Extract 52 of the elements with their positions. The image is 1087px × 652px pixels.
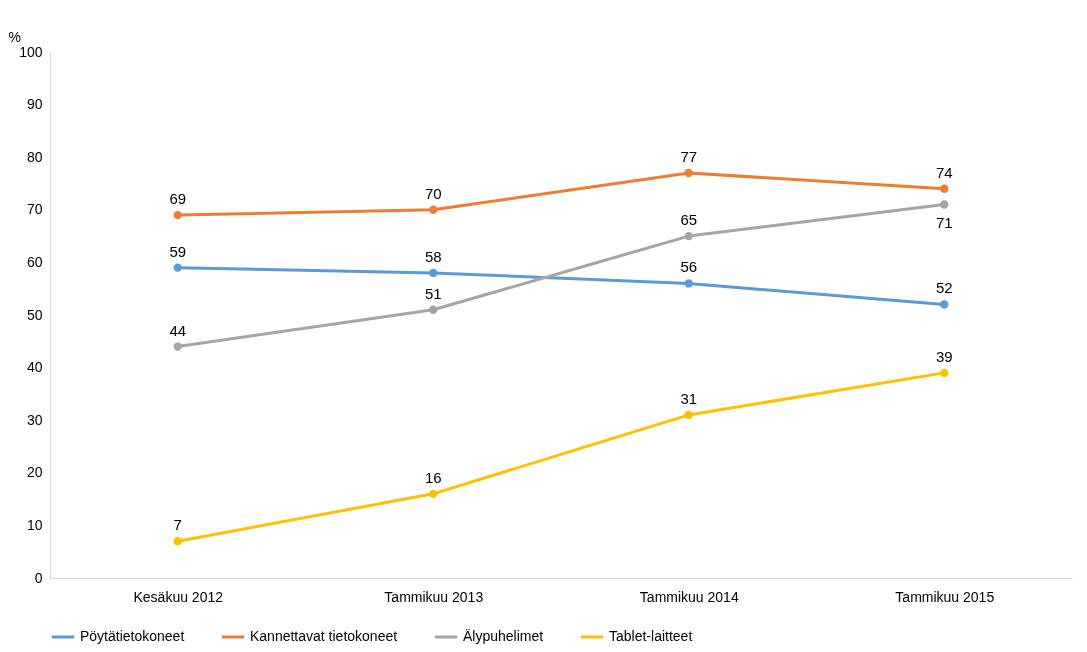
point (173, 342, 182, 351)
point (173, 263, 182, 272)
point (429, 205, 438, 214)
data-label: 44 (169, 321, 187, 339)
y-tick-label: 10 (26, 516, 43, 533)
point (173, 210, 182, 220)
y-tick-label: 30 (26, 411, 43, 428)
data-label: 39 (935, 347, 953, 365)
y-tick-label: 60 (26, 253, 43, 270)
point (684, 231, 693, 241)
point (940, 184, 949, 193)
data-label: 74 (935, 163, 953, 181)
x-tick-label: Tammikuu 2013 (384, 588, 484, 605)
legend-label: Pöytätietokoneet (80, 628, 185, 644)
point (684, 168, 693, 178)
data-label: 56 (680, 258, 698, 276)
point (940, 200, 949, 209)
legend-label: Älypuhelimet (463, 628, 544, 644)
data-label: 7 (173, 516, 182, 534)
point (173, 537, 182, 546)
point (429, 489, 438, 499)
point (684, 410, 693, 420)
point (429, 305, 438, 314)
data-label: 65 (680, 211, 698, 229)
data-label: 16 (424, 468, 442, 486)
y-tick-label: 80 (26, 148, 43, 165)
data-label: 59 (169, 242, 187, 260)
y-tick-label: 100 (19, 43, 43, 60)
y-axis-title: % (8, 28, 21, 45)
y-tick-label: 90 (26, 96, 43, 113)
x-tick-label: Tammikuu 2014 (639, 588, 739, 605)
y-tick-label: 0 (34, 569, 43, 586)
y-tick-label: 50 (26, 306, 43, 323)
point (940, 368, 949, 378)
data-label: 58 (424, 247, 442, 265)
y-tick-label: 20 (26, 464, 43, 481)
point (940, 300, 949, 309)
point (429, 268, 438, 278)
y-tick-label: 40 (26, 359, 43, 376)
data-label: 69 (169, 190, 187, 208)
data-label: 31 (680, 389, 698, 407)
data-label: 51 (424, 284, 442, 302)
x-tick-label: Kesäkuu 2012 (133, 588, 224, 605)
data-label: 77 (680, 147, 698, 165)
legend-label: Tablet-laitteet (609, 628, 693, 644)
data-label: 70 (424, 184, 442, 202)
legend-label: Kannettavat tietokoneet (250, 628, 398, 644)
x-tick-label: Tammikuu 2015 (895, 588, 995, 605)
y-tick-label: 70 (26, 201, 43, 218)
data-label: 52 (935, 279, 953, 297)
data-label: 71 (935, 213, 953, 231)
point (684, 279, 693, 288)
